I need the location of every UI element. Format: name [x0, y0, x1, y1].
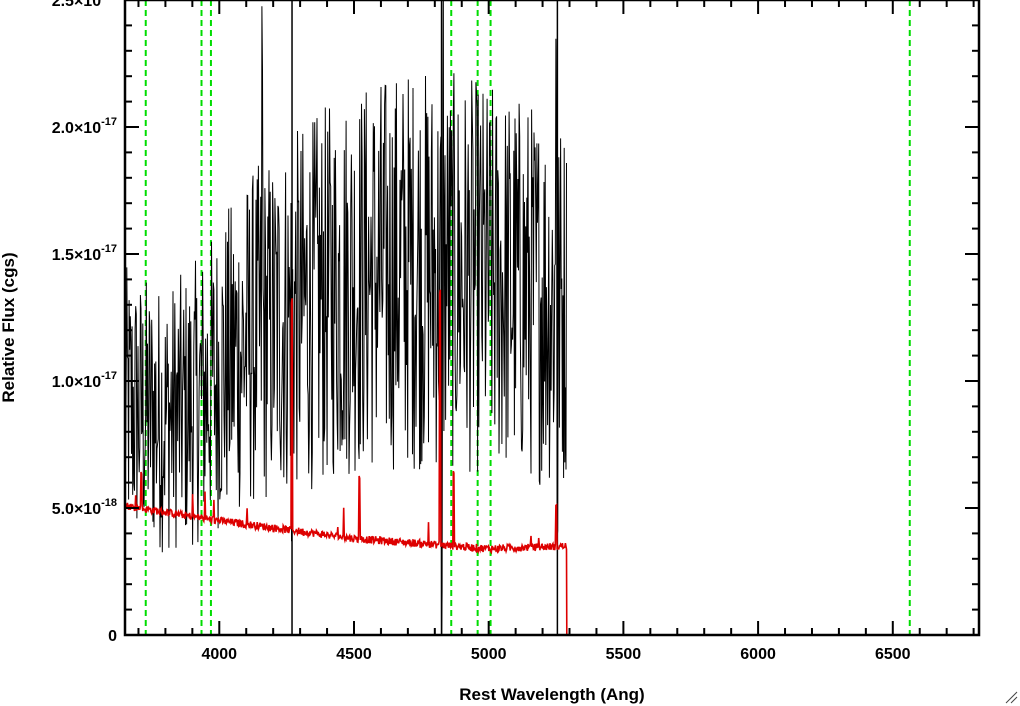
y-tick-exponent: -17: [101, 0, 117, 1]
y-axis-title: Relative Flux (cgs): [0, 252, 18, 402]
x-axis-title: Rest Wavelength (Ang): [459, 685, 644, 704]
x-tick-label-4: 6000: [740, 646, 776, 663]
y-tick-mantissa: 2.0×10: [52, 120, 101, 137]
x-tick-label-5: 6500: [875, 646, 911, 663]
y-tick-label-2: 1.0×10-17: [52, 370, 117, 391]
y-tick-exponent: -18: [101, 497, 117, 509]
y-tick-mantissa: 1.5×10: [52, 247, 101, 264]
x-tick-label-1: 4500: [336, 646, 372, 663]
x-tick-label-3: 5500: [606, 646, 642, 663]
vertical-lines: [144, 0, 911, 635]
tick-labels: 4000 4500 5000 5500 6000 6500 0 5.0×10-18 1.0×10…: [52, 0, 911, 663]
series-1-line: [125, 289, 979, 635]
series-layer: [125, 0, 979, 635]
y-tick-exponent: -17: [101, 243, 117, 255]
resize-grip-icon[interactable]: [1004, 690, 1018, 704]
y-tick-label-4: 2.0×10-17: [52, 116, 117, 137]
y-tick-label-5: 2.5×10-17: [52, 0, 117, 10]
x-tick-label-2: 5000: [471, 646, 507, 663]
axes: [123, 0, 981, 637]
y-tick-exponent: -17: [101, 370, 117, 382]
series-0-line: [125, 0, 567, 635]
y-tick-mantissa: 1.0×10: [52, 374, 101, 391]
y-tick-mantissa: 5.0×10: [52, 501, 101, 518]
y-tick-exponent: -17: [101, 116, 117, 128]
y-tick-label-0: 0: [108, 628, 117, 645]
x-tick-label-0: 4000: [201, 646, 237, 663]
y-tick-label-1: 5.0×10-18: [52, 497, 117, 518]
y-tick-mantissa: 2.5×10: [52, 0, 101, 10]
plot-frame: [123, 0, 981, 637]
y-tick-label-3: 1.5×10-17: [52, 243, 117, 264]
